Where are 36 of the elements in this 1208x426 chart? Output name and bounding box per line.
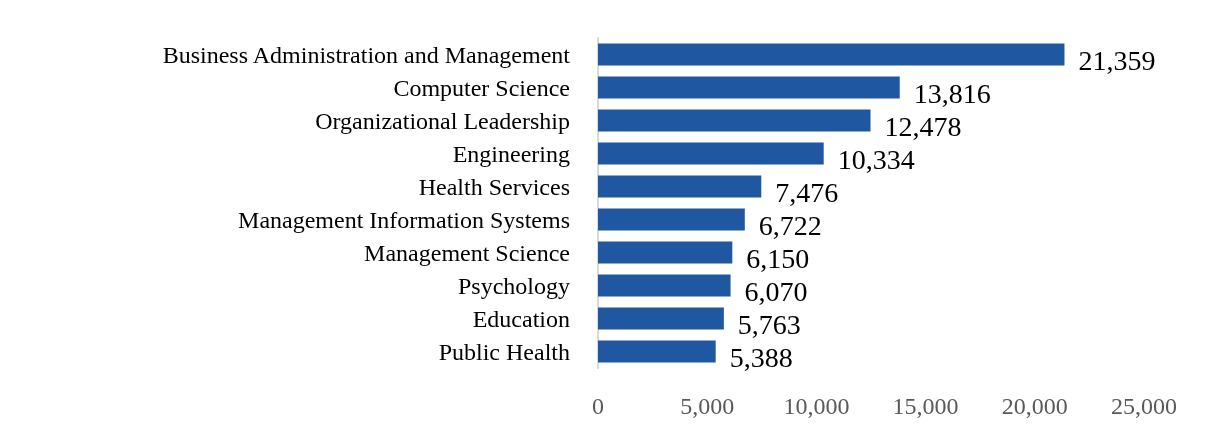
bar: [598, 340, 716, 363]
data-label: 6,150: [746, 243, 810, 274]
y-tick-label: Engineering: [452, 140, 570, 167]
data-label: 5,763: [737, 309, 801, 340]
bar: [598, 142, 824, 165]
x-tick-label: 5,000: [680, 393, 735, 419]
bar: [598, 109, 871, 132]
y-tick-label: Computer Science: [393, 74, 570, 101]
data-label: 6,722: [758, 210, 822, 241]
x-tick-label: 10,000: [783, 393, 850, 419]
y-tick-label: Business Administration and Management: [162, 41, 571, 68]
x-tick-label: 15,000: [892, 393, 959, 419]
y-tick-label: Education: [472, 305, 570, 332]
data-label: 21,359: [1078, 45, 1156, 76]
bar: [598, 241, 733, 264]
x-tick-label: 0: [592, 393, 604, 419]
bar: [598, 76, 900, 99]
y-tick-label: Psychology: [457, 272, 570, 299]
data-label: 13,816: [913, 78, 991, 109]
data-label: 10,334: [837, 144, 915, 175]
y-tick-label: Health Services: [418, 173, 570, 200]
y-tick-label: Management Science: [364, 239, 570, 266]
x-tick-label: 20,000: [1001, 393, 1068, 419]
bar: [598, 43, 1065, 66]
y-tick-label: Public Health: [438, 338, 570, 365]
bar: [598, 307, 724, 330]
data-label: 12,478: [884, 111, 962, 142]
data-label: 5,388: [729, 342, 793, 373]
y-tick-label: Management Information Systems: [238, 206, 570, 233]
bar: [598, 274, 731, 297]
bar: [598, 175, 762, 198]
y-tick-label: Organizational Leadership: [315, 107, 570, 134]
data-label: 7,476: [775, 177, 839, 208]
bar: [598, 208, 745, 231]
data-label: 6,070: [744, 276, 808, 307]
x-tick-label: 25,000: [1111, 393, 1177, 419]
